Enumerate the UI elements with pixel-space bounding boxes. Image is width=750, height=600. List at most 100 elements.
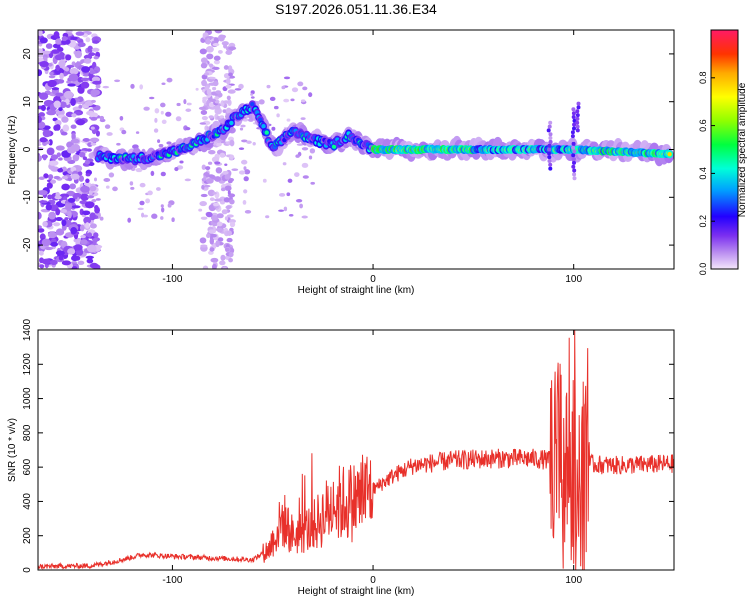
spectrogram-cell [572,176,577,181]
spectrogram-cell [199,201,207,207]
snr-x-tick-label: 100 [565,575,582,586]
spectrogram-cell [227,179,233,184]
colorbar-frame [710,29,739,270]
spectrogram-cell [89,212,96,221]
spectrogram-cell [80,234,86,239]
spectrogram-cell [80,77,90,81]
spectrogram-cell [86,195,95,199]
spectrogram-cell [228,251,234,258]
spectrogram-cell [571,137,576,142]
spectrogram-cell [129,181,134,186]
spectrogram-cell [211,66,220,70]
spectrogram-cell [38,154,42,162]
spectrogram-cell [240,124,246,128]
spectrogram-cell [70,36,78,41]
spectrogram-cell [216,221,223,227]
spectrogram-cell [301,162,309,168]
spectrogram-cell [87,232,93,238]
spectrogram-cell [221,209,228,215]
spectrogram-cell [38,92,49,100]
spectrogram-cell [46,147,55,156]
spectrogram-cell [265,215,270,219]
spectrogram-cell [49,71,54,76]
spectrogram-cell [200,244,208,248]
spectrogram-cell [238,147,245,150]
spectrogram-cell [78,175,84,182]
spectrogram-cell [224,247,230,252]
spectrogram-cell [273,105,279,110]
spectrogram-cell [54,54,63,61]
spectrogram-cell [572,126,576,131]
spectrogram-cell [47,79,57,88]
spectrogram-cell [208,149,216,155]
colorbar-label: Normalized spectral amplitude [737,82,748,217]
spectrogram-cell [81,66,91,73]
spectrogram-cell [102,85,110,89]
spectrogram-cell [108,172,115,178]
spectrogram-cell [38,200,48,204]
spectrogram-cell [575,124,580,129]
snr-y-tick-label: 0 [22,567,33,573]
spectrogram-cell [209,237,215,245]
spectrogram-cell [205,46,214,53]
spectrogram-cell [217,49,223,54]
spectrogram-cell [200,57,208,64]
spectrogram-cell [167,203,172,208]
snr-x-tick-label: -100 [162,575,182,586]
spectrogram-cell [64,67,70,72]
spectrogram-cell [91,199,97,203]
spectrogram-cell [41,238,51,247]
spectrogram-cell [80,185,90,193]
spectrogram-cell [296,143,304,146]
spectrogram-cell [227,89,236,94]
spectrogram-cell [55,208,61,216]
spectrogram-cell [154,108,160,114]
spectrogram-cell [278,192,286,197]
spectrogram-cell [546,128,551,133]
spectrogram-cell [576,101,581,106]
spectrogram-cell [228,257,233,263]
spectrogram-cell [86,244,97,253]
spectrogram-cell [283,76,291,80]
spectrogram-cell [84,101,94,107]
spectrogram-cell [220,200,225,205]
spectrogram-cell [299,203,303,209]
spectrogram-cell [141,212,145,218]
spectrogram-cell [214,176,222,182]
spectrogram-cell [93,177,98,182]
spectrogram-cell [85,222,90,229]
spectrogram-cell [82,210,91,216]
spectrogram-cell [165,111,172,117]
spectrogram-cell [70,124,77,129]
spectrogram-cell [226,77,231,85]
spectrogram-cell [60,131,68,136]
spectrogram-cell [548,120,553,125]
spectrogram-cell [208,229,216,234]
spectrogram-cell [38,176,45,181]
spectrogram-cell [295,199,303,203]
spectrogram-cell [258,99,265,105]
colorbar-gradient [711,30,738,269]
spectrogram-cell [199,122,206,125]
spectrogram-cell [575,116,580,121]
spectrogram-cell [50,241,59,247]
spectrogram-cell [208,76,216,80]
spectrogram-y-label: Frequency (Hz) [7,116,18,185]
spectrogram-cell [105,185,110,189]
spectrogram-cell [302,175,309,179]
spectrogram-cell [39,250,44,256]
spectrogram-cell [309,148,316,154]
spectrogram-cell [78,104,83,109]
spectrogram-cell [53,100,61,109]
spectrogram-cell [83,216,92,224]
spectrogram-cell [83,181,91,187]
spectrogram-cell [184,178,191,182]
snr-series-line [38,330,674,570]
spectrogram-y-ticks: -20 -10 0 10 20 [22,48,674,252]
spectrogram-cell [295,154,300,158]
spectrogram-cell [42,129,51,138]
spectrogram-cell [229,219,236,224]
snr-y-tick-label: 800 [22,424,33,441]
spectrogram-cell [55,250,65,256]
